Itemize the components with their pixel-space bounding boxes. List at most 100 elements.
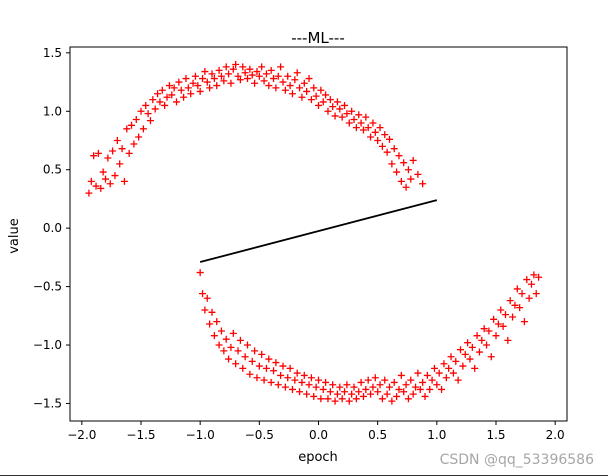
data-point: [300, 371, 308, 379]
data-point: [229, 329, 237, 337]
data-point: [364, 124, 372, 132]
data-point: [293, 369, 301, 377]
data-point: [274, 381, 282, 389]
data-point: [307, 96, 315, 104]
data-point: [442, 374, 450, 382]
data-point: [480, 325, 488, 333]
data-point: [272, 359, 280, 367]
x-tick-label: 2.0: [546, 428, 565, 442]
data-point: [288, 385, 296, 393]
data-point: [494, 320, 502, 328]
data-point: [374, 137, 382, 144]
data-point: [229, 65, 237, 73]
data-point: [210, 332, 218, 340]
data-point: [196, 87, 204, 95]
data-point: [310, 392, 318, 400]
data-point: [338, 113, 346, 121]
data-point: [506, 297, 514, 305]
data-point: [528, 280, 535, 288]
data-point: [196, 269, 204, 277]
data-point: [310, 84, 318, 92]
data-point: [234, 72, 242, 80]
data-point: [163, 93, 171, 101]
data-point: [265, 355, 273, 363]
y-tick-label: 1.0: [43, 104, 62, 118]
data-point: [85, 189, 93, 197]
data-point: [260, 77, 268, 85]
data-point: [253, 374, 261, 382]
data-point: [457, 346, 464, 354]
data-point: [267, 378, 275, 386]
data-point: [220, 77, 228, 85]
data-point: [409, 390, 417, 398]
data-point: [296, 84, 304, 92]
data-point: [255, 72, 263, 80]
data-point: [225, 70, 233, 78]
data-point: [402, 381, 410, 389]
data-point: [414, 170, 422, 178]
data-point: [452, 357, 460, 365]
x-tick-label: −1.5: [126, 428, 155, 442]
data-point: [215, 66, 223, 74]
data-point: [378, 142, 386, 150]
data-point: [251, 347, 259, 355]
data-point: [414, 369, 422, 377]
data-point: [333, 98, 341, 106]
data-point: [317, 395, 325, 403]
data-point: [170, 84, 178, 92]
data-point: [324, 395, 332, 403]
data-point: [307, 374, 315, 382]
data-point: [348, 390, 356, 398]
data-point: [90, 152, 98, 160]
data-point: [244, 341, 251, 349]
data-point: [419, 180, 427, 188]
data-point: [125, 149, 133, 157]
data-point: [165, 82, 173, 90]
data-point: [400, 388, 408, 396]
data-point: [487, 353, 495, 361]
data-point: [118, 145, 126, 153]
data-point: [430, 364, 438, 372]
data-point: [523, 276, 531, 284]
x-tick-label: 1.5: [486, 428, 505, 442]
data-point: [305, 75, 313, 83]
data-point: [270, 367, 278, 375]
data-point: [210, 75, 218, 83]
data-point: [333, 390, 341, 398]
data-point: [329, 381, 337, 389]
data-point: [520, 318, 528, 326]
data-point: [331, 397, 339, 405]
data-point: [362, 113, 370, 121]
data-point: [258, 350, 266, 358]
data-point: [284, 72, 292, 80]
data-point: [378, 395, 386, 403]
data-point: [315, 101, 322, 109]
data-point: [513, 285, 521, 293]
data-point: [296, 388, 304, 396]
data-point: [201, 306, 209, 314]
data-point: [483, 341, 491, 349]
data-point: [400, 159, 408, 167]
data-point: [177, 86, 185, 94]
data-point: [475, 348, 483, 356]
data-point: [317, 86, 325, 94]
x-axis-label: epoch: [298, 450, 338, 465]
data-point: [236, 76, 244, 84]
data-point: [343, 381, 351, 389]
data-point: [94, 149, 102, 157]
x-tick-label: −0.5: [245, 428, 274, 442]
data-point: [246, 370, 254, 378]
data-point: [291, 376, 299, 384]
data-point: [286, 364, 294, 372]
data-point: [319, 98, 327, 106]
data-point: [161, 101, 169, 109]
data-point: [359, 392, 367, 400]
data-point: [227, 79, 235, 87]
data-point: [208, 70, 216, 78]
data-point: [203, 78, 211, 86]
x-tick-label: 1.0: [427, 428, 446, 442]
data-point: [501, 311, 509, 319]
data-point: [303, 87, 311, 95]
data-point: [428, 376, 436, 384]
data-point: [239, 63, 247, 71]
